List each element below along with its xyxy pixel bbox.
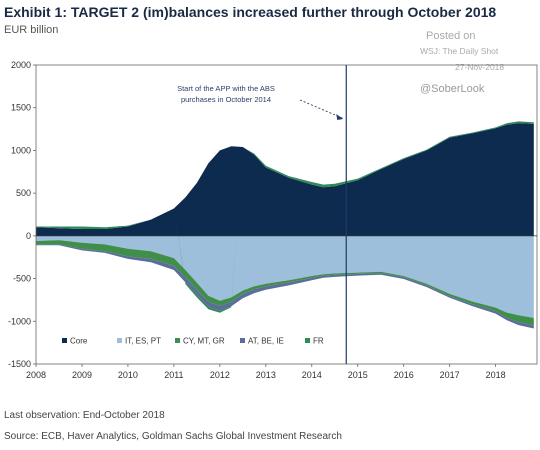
- x-tick-label: 2014: [302, 370, 322, 380]
- watermark-posted: Posted on: [426, 30, 476, 42]
- y-tick-label: -500: [13, 274, 31, 284]
- area-series-0: [36, 123, 534, 236]
- x-tick-label: 2012: [210, 370, 230, 380]
- legend-swatch: [305, 338, 310, 343]
- legend-label: CY, MT, GR: [183, 337, 225, 346]
- chart-title: Exhibit 1: TARGET 2 (im)balances increas…: [4, 4, 497, 20]
- legend-label: AT, BE, IE: [248, 337, 284, 346]
- y-tick-label: 500: [16, 188, 31, 198]
- x-tick-label: 2010: [118, 370, 138, 380]
- annotation-text: purchases in October 2014: [181, 95, 271, 104]
- legend-swatch: [117, 338, 122, 343]
- annotation-text: Start of the APP with the ABS: [177, 84, 275, 93]
- x-tick-label: 2017: [440, 370, 460, 380]
- annotation-arrow: [299, 99, 343, 119]
- y-tick-label: 1000: [11, 145, 31, 155]
- legend-swatch: [62, 338, 67, 343]
- x-tick-label: 2015: [348, 370, 368, 380]
- footnote-source: Source: ECB, Haver Analytics, Goldman Sa…: [4, 431, 342, 442]
- y-tick-label: 2000: [11, 60, 31, 70]
- x-tick-label: 2013: [256, 370, 276, 380]
- footnote-last-observation: Last observation: End-October 2018: [4, 410, 165, 421]
- area-series-1: [36, 235, 534, 318]
- watermark-source: WSJ: The Daily Shot: [420, 46, 499, 56]
- x-tick-label: 2016: [394, 370, 414, 380]
- x-tick-label: 2009: [72, 370, 92, 380]
- plot-frame: [35, 64, 538, 365]
- area-series-2: [36, 240, 534, 326]
- annotation-arrowhead: [336, 114, 344, 120]
- legend-swatch: [175, 338, 180, 343]
- area-series-3: [36, 244, 534, 329]
- legend-label: IT, ES, PT: [125, 337, 161, 346]
- y-tick-label: -1500: [8, 359, 31, 369]
- y-tick-label: 1500: [11, 103, 31, 113]
- legend-label: Core: [70, 337, 88, 346]
- chart-unit: EUR billion: [4, 24, 59, 36]
- watermark-handle: @SoberLook: [420, 83, 485, 95]
- x-tick-label: 2018: [486, 370, 506, 380]
- x-tick-label: 2008: [26, 370, 46, 380]
- watermark-date: 27-Nov-2018: [455, 62, 505, 72]
- y-tick-label: 0: [26, 231, 31, 241]
- legend-label: FR: [313, 337, 324, 346]
- y-tick-label: -1000: [8, 316, 31, 326]
- x-tick-label: 2011: [164, 370, 183, 380]
- legend-swatch: [240, 338, 245, 343]
